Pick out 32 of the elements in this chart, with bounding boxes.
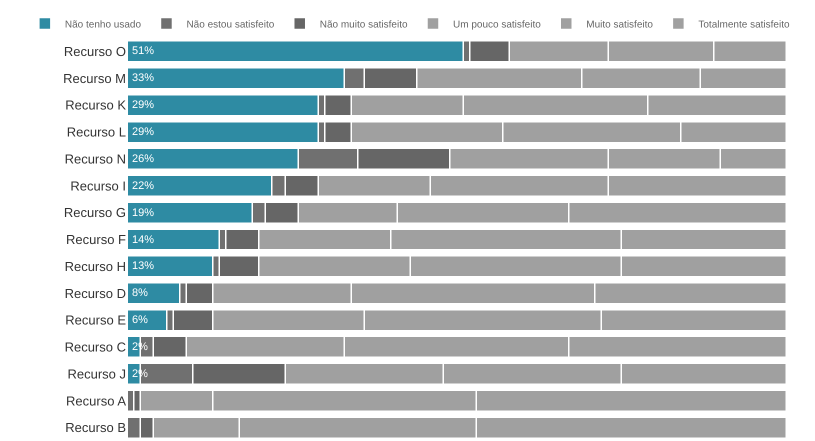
data-label: 26% — [132, 153, 154, 165]
data-label: 29% — [132, 126, 154, 138]
legend-label: Não estou satisfeito — [186, 19, 275, 30]
legend-label: Muito satisfeito — [586, 19, 654, 30]
y-tick-label: Recurso M — [63, 70, 126, 86]
legend-label: Um pouco satisfeito — [452, 19, 542, 30]
legend-label: Não tenho usado — [64, 19, 142, 30]
y-tick-label: Recurso I — [70, 178, 126, 194]
data-label: 8% — [132, 287, 148, 299]
data-label: 13% — [132, 260, 154, 272]
y-tick-label: Recurso H — [64, 258, 126, 274]
data-label: 33% — [132, 72, 154, 84]
data-label: 29% — [132, 99, 154, 111]
legend-label: Não muito satisfeito — [320, 19, 408, 30]
y-tick-label: Recurso A — [66, 393, 126, 408]
y-tick-label: Recurso C — [64, 340, 126, 355]
data-label: 19% — [132, 207, 154, 219]
y-tick-label: Recurso B — [65, 420, 126, 436]
legend-label: Totalmente satisfeito — [698, 19, 790, 30]
data-label: 14% — [132, 234, 154, 246]
y-tick-label: Recurso E — [65, 312, 126, 328]
y-tick-label: Recurso F — [66, 232, 126, 248]
y-tick-label: Recurso J — [67, 366, 126, 382]
data-label: 22% — [132, 180, 154, 192]
y-tick-label: Recurso D — [64, 286, 126, 301]
y-tick-label: Recurso L — [66, 124, 126, 140]
y-tick-label: Recurso O — [64, 44, 126, 59]
y-tick-label: Recurso N — [64, 151, 126, 166]
y-tick-label: Recurso K — [65, 98, 126, 113]
data-label: 6% — [132, 314, 148, 326]
y-tick-label: Recurso G — [64, 205, 126, 220]
data-label: 51% — [132, 45, 154, 57]
